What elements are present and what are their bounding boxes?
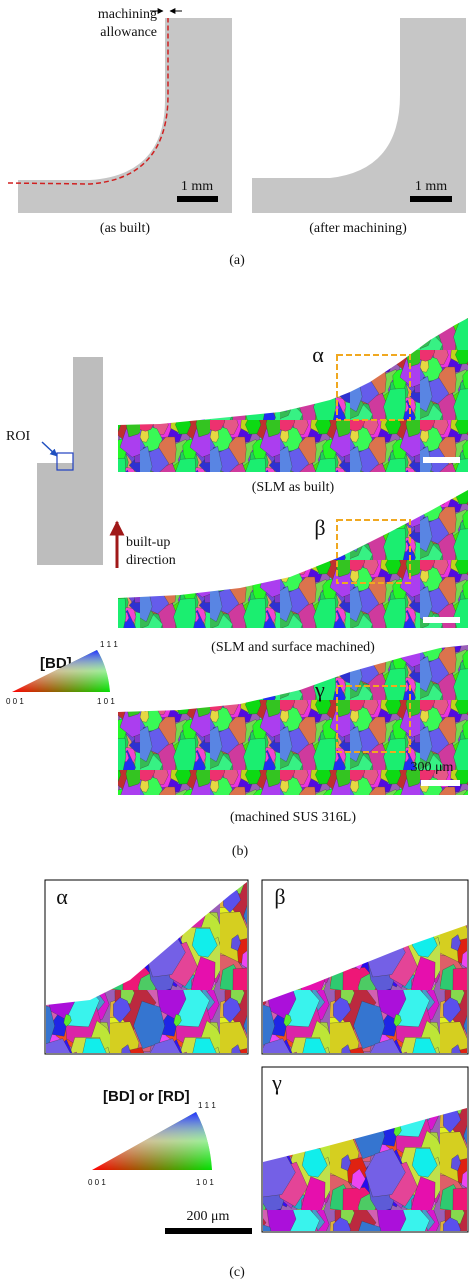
scale-label: 200 μm bbox=[187, 1209, 230, 1224]
schematic bbox=[37, 463, 103, 565]
legend-corner: 0 0 1 bbox=[88, 1178, 106, 1187]
machining-line bbox=[7, 18, 169, 185]
caption: (SLM as built) bbox=[252, 480, 335, 495]
ebsd-map bbox=[118, 645, 468, 795]
direction-label: direction bbox=[126, 553, 176, 568]
legend-title: [BD] or [RD] bbox=[103, 1088, 190, 1105]
map-marker: β bbox=[274, 884, 285, 909]
caption: (SLM and surface machined) bbox=[211, 640, 375, 655]
map-marker: β bbox=[314, 515, 325, 540]
ebsd-zoom bbox=[46, 882, 247, 1053]
scale-label: 1 mm bbox=[181, 179, 213, 194]
panel-label: (b) bbox=[232, 844, 249, 859]
scale-bar bbox=[423, 617, 460, 623]
as-built-part bbox=[18, 18, 232, 213]
roi-box bbox=[56, 452, 74, 471]
zoom-box bbox=[336, 685, 411, 753]
scale-bar bbox=[423, 457, 460, 463]
scale-bar bbox=[421, 780, 460, 786]
legend-corner: 1 1 1 bbox=[198, 1101, 216, 1110]
caption: (machined SUS 316L) bbox=[230, 810, 356, 825]
panel-label: (a) bbox=[229, 253, 245, 268]
legend-corner: 0 0 1 bbox=[6, 697, 24, 706]
ebsd-zoom bbox=[263, 925, 467, 1053]
ebsd-zoom bbox=[263, 1108, 467, 1231]
caption: (as built) bbox=[100, 221, 150, 236]
legend-corner: 1 0 1 bbox=[97, 697, 115, 706]
ebsd-map bbox=[118, 318, 468, 472]
panel-label: (c) bbox=[229, 1265, 245, 1280]
scale-label: 300 μm bbox=[411, 760, 454, 775]
ipf-triangle bbox=[92, 1112, 212, 1170]
roi-arrow bbox=[41, 441, 58, 457]
ebsd-map bbox=[118, 490, 468, 628]
map-marker: γ bbox=[271, 1070, 282, 1095]
scale-label: 1 mm bbox=[415, 179, 447, 194]
machined-part bbox=[252, 18, 466, 213]
direction-label: built-up bbox=[126, 535, 170, 550]
map-marker: α bbox=[312, 342, 324, 367]
legend-corner: 1 1 1 bbox=[100, 640, 118, 649]
ipf-triangle bbox=[12, 650, 110, 692]
scale-bar bbox=[177, 196, 218, 202]
scale-bar bbox=[165, 1228, 252, 1234]
map-marker: α bbox=[56, 884, 68, 909]
annotation: allowance bbox=[100, 25, 157, 40]
zoom-box bbox=[336, 354, 411, 421]
caption: (after machining) bbox=[309, 221, 407, 236]
roi-label: ROI bbox=[6, 429, 30, 444]
map-marker: γ bbox=[314, 677, 325, 702]
scale-bar bbox=[410, 196, 452, 202]
annotation: machining bbox=[98, 7, 157, 22]
legend-corner: 1 0 1 bbox=[196, 1178, 214, 1187]
zoom-box bbox=[336, 519, 411, 584]
